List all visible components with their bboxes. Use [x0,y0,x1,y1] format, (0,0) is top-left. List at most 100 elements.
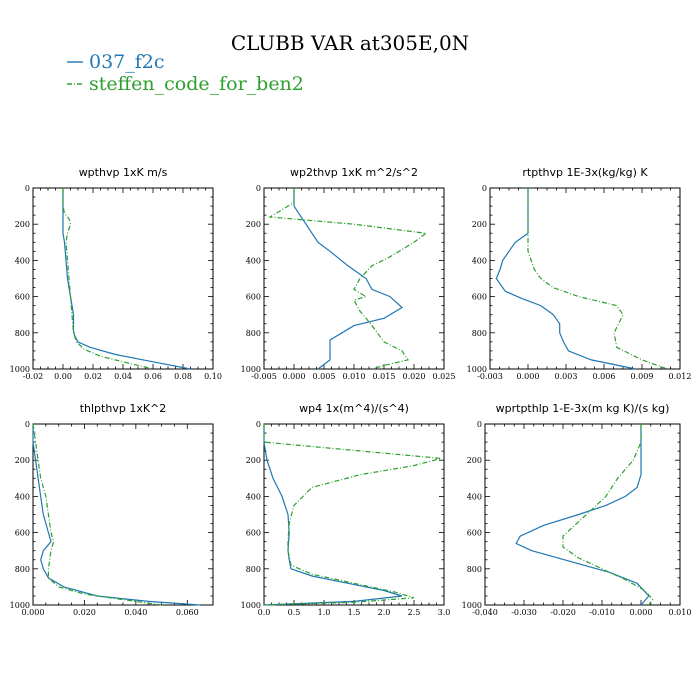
x-tick-label: 0.010 [669,608,692,617]
x-tick-label: -0.030 [511,608,537,617]
y-tick-label: 400 [15,492,30,501]
panel-3: rtpthvp 1E-3x(kg/kg) K -0.003 0.000 0.003 0.… [467,166,692,381]
x-tick-label: 0.060 [176,608,199,617]
x-tick-label: -0.005 [251,372,277,381]
x-tick-label: 0.020 [73,608,96,617]
y-tick-label: 1000 [10,365,30,374]
panel-title: rtpthvp 1E-3x(kg/kg) K [522,166,648,179]
plot-frame [484,423,681,606]
x-tick-label: 0.012 [669,372,692,381]
y-tick-label: 0 [477,420,482,429]
x-tick-label: 0.025 [433,372,456,381]
series-line-steffen_code_for_ben2 [32,423,162,606]
series-line-steffen_code_for_ben2 [562,424,654,606]
y-tick-label: 1000 [241,365,261,374]
x-tick-label: 0.08 [174,372,192,381]
x-tick-label: 0.000 [630,608,653,617]
y-tick-label: 1000 [467,365,487,374]
x-tick-label: 0.00 [54,372,72,381]
y-tick-label: 0 [256,420,261,429]
series-line-steffen_code_for_ben2 [263,424,442,606]
y-tick-label: 400 [472,256,487,265]
y-tick-label: 600 [246,529,261,538]
y-tick-label: 1000 [462,601,482,610]
x-tick-label: 0.015 [373,372,396,381]
x-tick-label: 1.0 [318,608,331,617]
series-line-037_f2c [263,424,403,606]
x-tick-label: -0.020 [550,608,576,617]
y-tick-label: 200 [246,220,261,229]
legend-label-037_f2c: 037_f2c [89,51,165,73]
y-tick-label: 800 [467,565,482,574]
x-tick-label: 0.04 [114,372,132,381]
y-tick-label: 800 [246,329,261,338]
y-tick-label: 0 [256,184,261,193]
y-tick-label: 400 [467,492,482,501]
x-tick-label: 0.02 [84,372,102,381]
x-tick-label: 0.0 [258,608,271,617]
y-tick-label: 400 [246,256,261,265]
x-tick-label: 0.005 [313,372,336,381]
panel-5: wp4 1x(m^4)/(s^4) 0.0 0.5 1.0 1.5 2.0 2.5 3.0 0 2… [241,402,451,617]
x-tick-label: 2.5 [408,608,421,617]
x-tick-label: 2.0 [378,608,391,617]
series-line-steffen_code_for_ben2 [268,188,428,370]
series-line-037_f2c [62,188,191,370]
plot-frame [32,423,214,606]
x-tick-label: 0.06 [144,372,162,381]
y-tick-label: 200 [246,456,261,465]
y-tick-label: 1000 [10,601,30,610]
y-tick-label: 400 [246,492,261,501]
y-tick-label: 600 [246,293,261,302]
series-line-steffen_code_for_ben2 [527,188,668,370]
y-tick-label: 0 [25,184,30,193]
y-tick-label: 200 [467,456,482,465]
y-tick-label: 0 [482,184,487,193]
y-tick-label: 200 [15,456,30,465]
x-tick-label: -0.040 [472,608,498,617]
x-tick-label: 0.003 [555,372,578,381]
x-tick-label: 0.010 [343,372,366,381]
x-tick-label: 0.000 [22,608,45,617]
x-tick-label: 0.5 [288,608,301,617]
y-tick-label: 200 [15,220,30,229]
x-tick-label: 1.5 [348,608,361,617]
panel-6: wprtpthlp 1-E-3x(m kg K)/(s kg) -0.040 -0.… [462,402,692,617]
x-tick-label: 0.009 [631,372,654,381]
series-line-037_f2c [32,424,201,606]
x-tick-label: 0.020 [403,372,426,381]
y-tick-label: 600 [15,529,30,538]
panel-title: thlpthvp 1xK^2 [80,402,167,415]
y-tick-label: 200 [472,220,487,229]
panel-title: wpthvp 1xK m/s [79,166,168,179]
panel-1: wpthvp 1xK m/s -0.02 0.00 0.02 0.04 0.06 0.08 0… [10,166,222,381]
x-tick-label: 0.040 [124,608,147,617]
y-tick-label: 800 [472,329,487,338]
panel-title: wprtpthlp 1-E-3x(m kg K)/(s kg) [496,402,670,415]
series-line-037_f2c [495,188,636,370]
y-tick-label: 600 [467,529,482,538]
series-line-steffen_code_for_ben2 [62,188,154,370]
y-tick-label: 800 [246,565,261,574]
legend: 037_f2c steffen_code_for_ben2 [67,51,304,95]
figure-title: CLUBB VAR at305E,0N [231,31,469,55]
x-tick-label: 0.000 [283,372,306,381]
x-tick-label: -0.003 [477,372,503,381]
x-tick-label: -0.010 [589,608,615,617]
x-tick-label: 0.10 [204,372,222,381]
x-tick-label: 0.006 [593,372,616,381]
plot-frame [263,187,445,370]
y-tick-label: 400 [15,256,30,265]
series-line-037_f2c [515,424,650,606]
legend-label-steffen: steffen_code_for_ben2 [89,73,304,95]
panel-title: wp2thvp 1xK m^2/s^2 [290,166,418,179]
y-tick-label: 600 [472,293,487,302]
x-tick-label: 3.0 [438,608,451,617]
series-line-037_f2c [293,188,404,370]
plot-frame [489,187,681,370]
y-tick-label: 1000 [241,601,261,610]
x-tick-label: -0.02 [23,372,44,381]
panel-2: wp2thvp 1xK m^2/s^2 -0.005 0.000 0.005 0.010… [241,166,456,381]
x-tick-label: 0.000 [517,372,540,381]
